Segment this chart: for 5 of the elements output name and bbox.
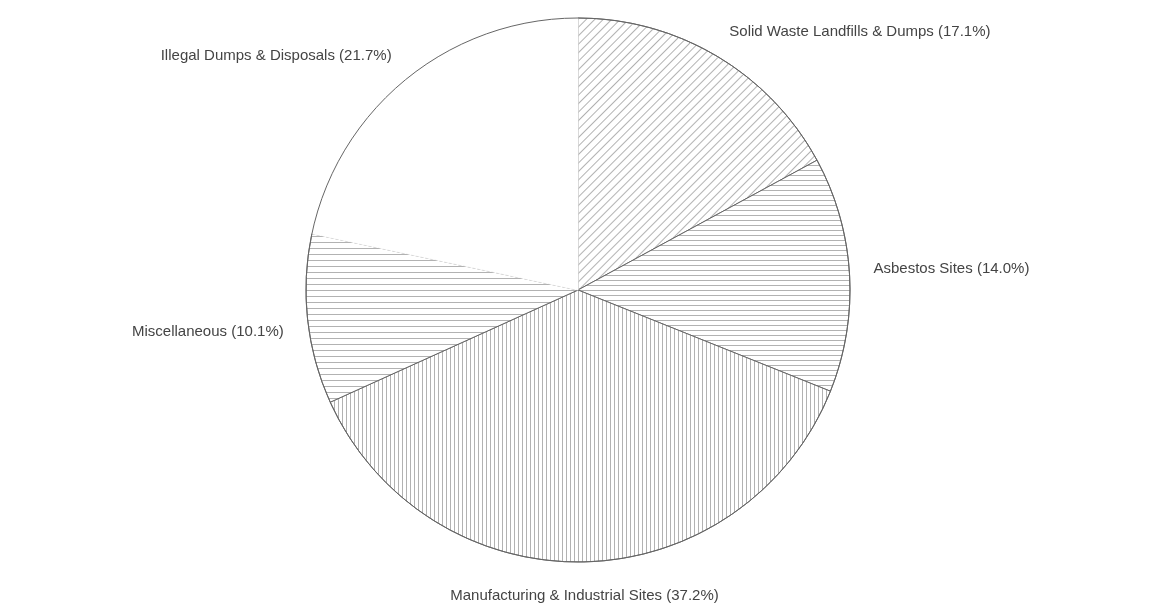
slice-label: Miscellaneous (10.1%) — [131, 321, 284, 339]
slice-label: Solid Waste Landfills & Dumps (17.1%) — [729, 21, 991, 39]
slice-label: Manufacturing & Industrial Sites (37.2%) — [450, 585, 719, 603]
slice-label: Illegal Dumps & Disposals (21.7%) — [160, 46, 392, 64]
slice-label: Asbestos Sites (14.0%) — [873, 258, 1030, 276]
